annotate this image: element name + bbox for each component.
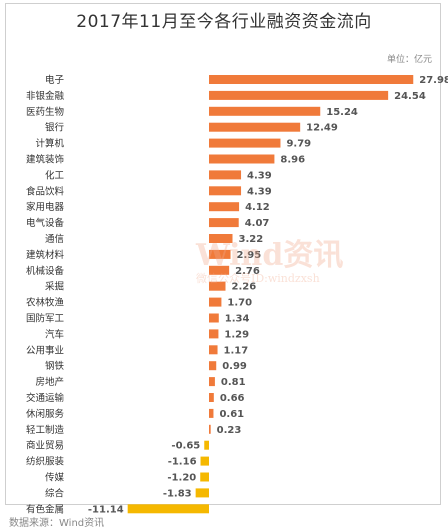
bar — [195, 488, 209, 498]
value-label: 8.96 — [280, 155, 305, 166]
category-label: 非银金融 — [26, 90, 65, 102]
bar — [209, 329, 219, 339]
value-label: 12.49 — [306, 123, 338, 134]
value-label: -11.14 — [88, 504, 124, 515]
bar — [209, 234, 233, 243]
value-label: 1.70 — [227, 298, 252, 309]
bar — [209, 154, 275, 164]
value-label: -1.83 — [163, 488, 192, 499]
bar — [209, 281, 226, 291]
category-label: 建筑装饰 — [26, 154, 64, 166]
value-label: 9.79 — [286, 139, 311, 150]
category-label: 食品饮料 — [26, 185, 65, 197]
category-label: 休闲服务 — [26, 408, 65, 420]
category-label: 传媒 — [45, 472, 65, 484]
bar — [209, 138, 281, 148]
value-label: 4.12 — [245, 202, 270, 213]
value-label: 2.95 — [237, 250, 262, 261]
bar — [209, 90, 389, 100]
value-label: -1.20 — [167, 473, 196, 484]
category-label: 房地产 — [35, 376, 64, 388]
bar — [209, 170, 242, 180]
category-label: 电子 — [45, 74, 65, 86]
value-label: 1.34 — [225, 314, 250, 325]
value-label: 4.07 — [245, 218, 270, 229]
bar — [200, 456, 209, 466]
bar — [209, 75, 414, 84]
category-label: 商业贸易 — [26, 440, 64, 452]
category-label: 建筑材料 — [26, 249, 65, 261]
category-label: 钢铁 — [45, 360, 65, 372]
value-label: 4.39 — [247, 186, 272, 197]
category-label: 公用事业 — [26, 344, 64, 356]
value-label: 1.29 — [224, 329, 249, 340]
value-label: 24.54 — [394, 91, 426, 102]
bar — [209, 122, 301, 132]
bar — [200, 472, 209, 482]
category-label: 轻工制造 — [26, 424, 65, 436]
category-label: 综合 — [45, 487, 65, 499]
chart-title: 2017年11月至今各行业融资资金流向 — [76, 12, 372, 32]
bar — [209, 265, 230, 275]
value-label: 0.61 — [219, 409, 244, 420]
bar — [209, 186, 242, 196]
bar — [204, 440, 209, 450]
bar — [209, 361, 217, 371]
category-label: 纺织服装 — [26, 456, 65, 468]
category-label: 有色金属 — [26, 503, 64, 515]
category-label: 交通运输 — [26, 392, 65, 404]
value-label: -0.65 — [171, 441, 200, 452]
value-label: 0.81 — [221, 377, 246, 388]
bar — [127, 504, 209, 514]
bar — [209, 313, 219, 323]
category-label: 银行 — [45, 122, 65, 134]
value-label: 2.76 — [235, 266, 260, 277]
value-label: 2.26 — [231, 282, 256, 293]
bar — [209, 393, 214, 402]
bar — [209, 202, 240, 212]
value-label: 3.22 — [239, 234, 264, 245]
category-label: 化工 — [45, 169, 65, 181]
value-label: 27.98 — [419, 75, 448, 86]
category-label: 机械设备 — [26, 265, 65, 277]
bar — [209, 218, 239, 228]
value-label: -1.16 — [168, 457, 197, 468]
category-label: 电气设备 — [26, 217, 65, 229]
category-label: 采掘 — [45, 281, 64, 293]
bar — [209, 106, 321, 116]
category-label: 计算机 — [35, 138, 64, 150]
category-label: 汽车 — [45, 328, 64, 340]
category-label: 医药生物 — [26, 106, 65, 118]
bar — [209, 297, 222, 307]
bar — [209, 424, 211, 434]
category-label: 农林牧渔 — [26, 297, 65, 309]
value-label: 1.17 — [224, 345, 249, 356]
category-label: 通信 — [45, 233, 64, 245]
value-label: 15.24 — [326, 107, 358, 118]
bar — [209, 345, 218, 355]
bar — [209, 408, 214, 418]
bar — [209, 377, 215, 387]
category-label: 国防军工 — [26, 313, 65, 325]
value-label: 0.66 — [220, 393, 245, 404]
source-note: 数据来源：Wind资讯 — [9, 518, 105, 529]
unit-label: 单位：亿元 — [386, 55, 432, 65]
value-label: 4.39 — [247, 170, 272, 181]
value-label: 0.99 — [222, 361, 247, 372]
category-label: 家用电器 — [26, 201, 65, 213]
bar — [209, 249, 231, 259]
value-label: 0.23 — [217, 425, 242, 436]
